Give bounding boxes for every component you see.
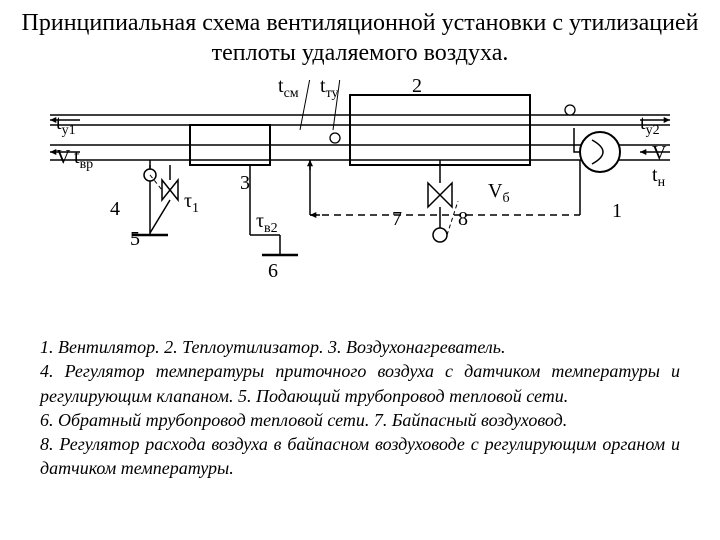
legend-line-4: 8. Регулятор расхода воздуха в байпасном…: [40, 432, 680, 481]
page-title: Принципиальная схема вентиляционной уста…: [0, 8, 720, 68]
diagram: [40, 80, 680, 300]
legend-block: 1. Вентилятор. 2. Теплоутилизатор. 3. Во…: [40, 335, 680, 481]
legend-line-1: 1. Вентилятор. 2. Теплоутилизатор. 3. Во…: [40, 335, 680, 359]
legend-line-2: 4. Регулятор температуры приточного возд…: [40, 359, 680, 408]
legend-line-3: 6. Обратный трубопровод тепловой сети. 7…: [40, 408, 680, 432]
